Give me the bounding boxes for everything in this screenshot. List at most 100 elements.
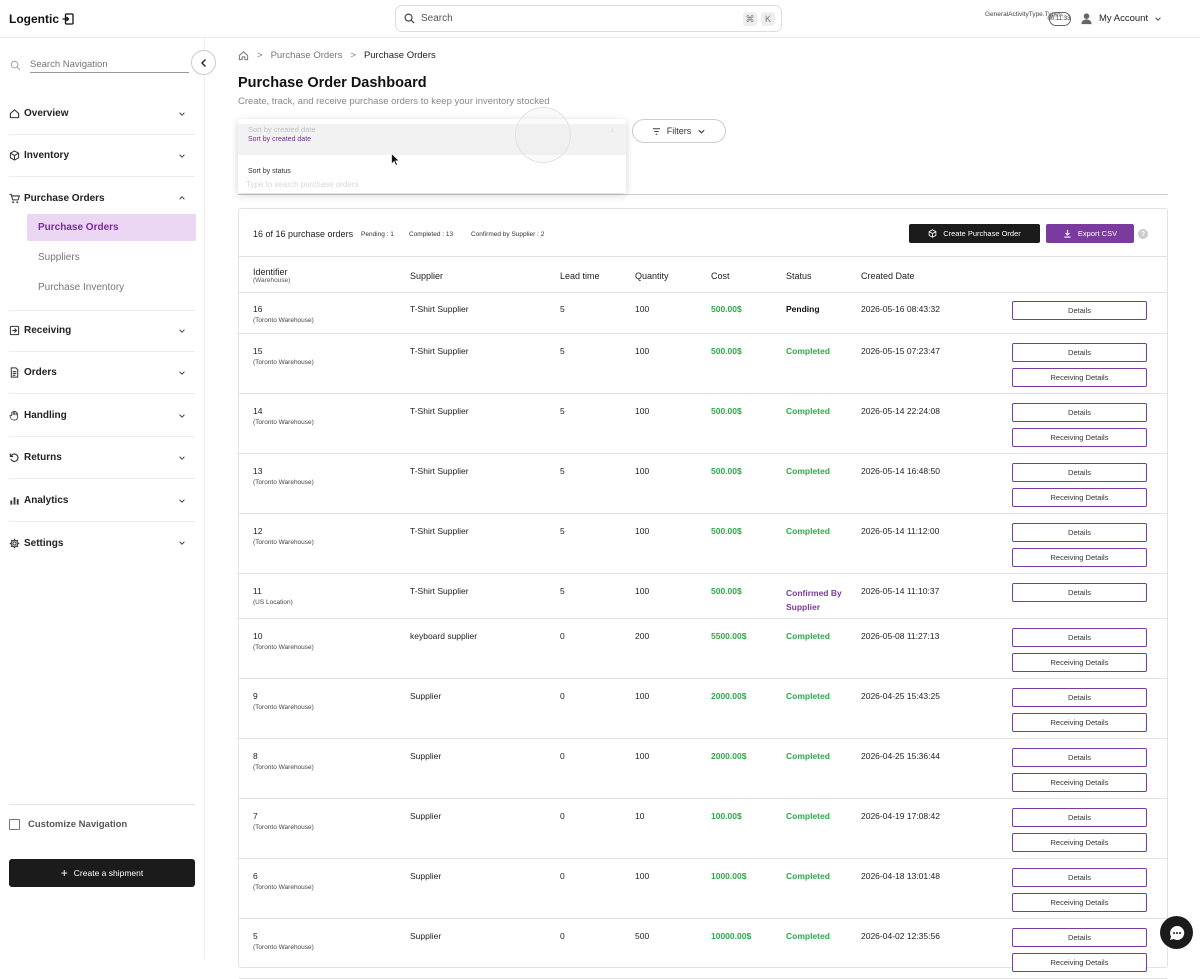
row-lead-time: 0: [560, 631, 565, 641]
divider: [238, 194, 1168, 195]
shortcut-cmd-key: ⌘: [743, 12, 757, 26]
home-icon[interactable]: [238, 50, 249, 61]
row-identifier: 8: [253, 751, 258, 761]
receiving-details-button[interactable]: Receiving Details: [1012, 653, 1147, 672]
nav-section-analytics[interactable]: Analytics: [9, 480, 195, 522]
chevron-down-icon: [698, 129, 705, 134]
activity-timer[interactable]: 00:11:33: [1047, 11, 1071, 26]
row-supplier: Supplier: [410, 811, 442, 821]
export-csv-button[interactable]: Export CSV: [1046, 224, 1134, 243]
receiving-details-button[interactable]: Receiving Details: [1012, 773, 1147, 792]
row-identifier: 7: [253, 811, 258, 821]
row-created-date: 2026-04-19 17:08:42: [861, 811, 940, 821]
completed-count: Completed : 13: [409, 231, 454, 238]
nav-section-orders[interactable]: Orders: [9, 352, 195, 394]
receiving-details-button[interactable]: Receiving Details: [1012, 713, 1147, 732]
details-button[interactable]: Details: [1012, 301, 1147, 320]
activity-type-label: GeneralActivityType.Types.: [985, 11, 1064, 18]
column-header-status: Status: [786, 271, 812, 281]
row-warehouse: (Toronto Warehouse): [253, 539, 314, 546]
row-quantity: 100: [635, 346, 650, 356]
receiving-details-button[interactable]: Receiving Details: [1012, 893, 1147, 912]
receiving-details-button[interactable]: Receiving Details: [1012, 428, 1147, 447]
details-button[interactable]: Details: [1012, 748, 1147, 767]
receiving-details-button[interactable]: Receiving Details: [1012, 953, 1147, 972]
create-shipment-button[interactable]: + Create a shipment: [9, 859, 195, 887]
row-lead-time: 5: [560, 586, 565, 596]
nav-section-purchase-orders[interactable]: Purchase Orders: [9, 177, 195, 219]
receiving-details-button[interactable]: Receiving Details: [1012, 548, 1147, 567]
global-search[interactable]: Search ⌘ K: [395, 5, 782, 32]
nav-section-returns[interactable]: Returns: [9, 437, 195, 479]
box-icon: [928, 229, 937, 238]
nav-section-inventory[interactable]: Inventory: [9, 135, 195, 177]
row-supplier: T-Shirt Supplier: [410, 526, 469, 536]
row-lead-time: 5: [560, 466, 565, 476]
nav-section-label: Handling: [24, 410, 67, 421]
row-created-date: 2026-05-14 11:12:00: [861, 526, 940, 536]
row-lead-time: 0: [560, 871, 565, 881]
chat-support-button[interactable]: [1160, 916, 1193, 949]
details-button[interactable]: Details: [1012, 523, 1147, 542]
nav-section-settings[interactable]: Settings: [9, 522, 195, 564]
details-button[interactable]: Details: [1012, 403, 1147, 422]
row-quantity: 100: [635, 406, 650, 416]
collapse-sidebar-button[interactable]: [191, 50, 216, 75]
row-created-date: 2026-05-14 16:48:50: [861, 466, 940, 476]
sort-option-created-date[interactable]: Sort by created date: [248, 136, 312, 143]
row-cost: 2000.00$: [711, 751, 747, 761]
sidebar-item-purchase-inventory[interactable]: Purchase Inventory: [38, 282, 125, 293]
mouse-cursor-icon: [391, 153, 400, 166]
customize-checkbox[interactable]: [9, 819, 20, 830]
nav-section-handling[interactable]: Handling: [9, 395, 195, 437]
table-row: 5 (Toronto Warehouse) Supplier 0 500 10000.00…: [239, 920, 1167, 979]
details-button[interactable]: Details: [1012, 808, 1147, 827]
chevron-down-icon: [179, 498, 185, 503]
details-button[interactable]: Details: [1012, 343, 1147, 362]
dropdown-arrow-icon: ↓: [610, 125, 614, 134]
row-status: Confirmed By Supplier: [786, 588, 842, 612]
nav-section-label: Orders: [24, 367, 57, 378]
sort-option-status[interactable]: Sort by status: [248, 168, 291, 175]
app-logo[interactable]: Logentic: [9, 12, 74, 26]
download-icon: [1064, 229, 1071, 238]
row-warehouse: (Toronto Warehouse): [253, 944, 314, 951]
row-status: Completed: [786, 526, 830, 536]
receiving-details-button[interactable]: Receiving Details: [1012, 488, 1147, 507]
gear-icon: [9, 538, 20, 548]
filters-button[interactable]: Filters: [632, 119, 726, 143]
search-icon: [10, 60, 21, 70]
column-header-quantity: Quantity: [635, 271, 669, 281]
details-button[interactable]: Details: [1012, 628, 1147, 647]
details-button[interactable]: Details: [1012, 868, 1147, 887]
customize-navigation[interactable]: Customize Navigation: [9, 804, 195, 830]
create-purchase-order-button[interactable]: Create Purchase Order: [909, 224, 1040, 243]
details-button[interactable]: Details: [1012, 583, 1147, 602]
receiving-details-button[interactable]: Receiving Details: [1012, 833, 1147, 852]
row-lead-time: 5: [560, 304, 565, 314]
sidebar-item-purchase-orders[interactable]: Purchase Orders: [27, 214, 196, 241]
breadcrumb: > Purchase Orders > Purchase Orders: [238, 50, 436, 61]
bar-chart-icon: [10, 497, 19, 505]
receiving-details-button[interactable]: Receiving Details: [1012, 368, 1147, 387]
row-lead-time: 0: [560, 811, 565, 821]
column-header-supplier: Supplier: [410, 271, 444, 281]
account-menu[interactable]: My Account: [1080, 12, 1162, 25]
row-cost: 500.00$: [711, 304, 742, 314]
row-quantity: 500: [635, 931, 650, 941]
cart-icon: [9, 193, 20, 203]
nav-section-overview[interactable]: Overview: [9, 93, 195, 135]
details-button[interactable]: Details: [1012, 688, 1147, 707]
row-warehouse: (Toronto Warehouse): [253, 419, 314, 426]
nav-search-input[interactable]: [30, 57, 189, 73]
nav-section-receiving[interactable]: Receiving: [9, 310, 195, 352]
breadcrumb-current: Purchase Orders: [363, 50, 436, 61]
create-purchase-order-label: Create Purchase Order: [943, 229, 1021, 238]
row-cost: 5500.00$: [711, 631, 747, 641]
help-icon[interactable]: ?: [1138, 229, 1148, 239]
nav-search: [10, 57, 190, 73]
sidebar-item-suppliers[interactable]: Suppliers: [38, 252, 80, 263]
breadcrumb-parent[interactable]: Purchase Orders: [270, 50, 343, 61]
details-button[interactable]: Details: [1012, 928, 1147, 947]
details-button[interactable]: Details: [1012, 463, 1147, 482]
